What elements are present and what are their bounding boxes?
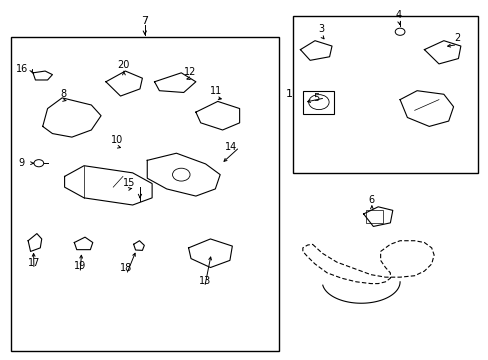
Text: 17: 17	[28, 258, 40, 268]
Text: 6: 6	[368, 195, 374, 205]
Text: 7: 7	[141, 16, 148, 26]
Text: 16: 16	[16, 64, 28, 73]
Text: 20: 20	[118, 60, 130, 69]
Text: 3: 3	[318, 24, 324, 34]
Text: 8: 8	[60, 89, 66, 99]
Text: 14: 14	[224, 142, 237, 152]
Text: 13: 13	[198, 276, 210, 286]
Bar	[11, 37, 278, 351]
Text: 9: 9	[19, 158, 25, 168]
Bar	[366, 210, 382, 223]
Text: 10: 10	[110, 135, 122, 145]
Bar	[302, 91, 334, 114]
Text: 11: 11	[210, 86, 222, 96]
Bar	[292, 16, 477, 173]
Text: 18: 18	[120, 263, 132, 273]
Text: 1: 1	[285, 89, 292, 99]
Text: 2: 2	[453, 33, 460, 43]
Text: 12: 12	[183, 67, 196, 77]
Text: 19: 19	[74, 261, 86, 271]
Text: 15: 15	[122, 177, 135, 188]
Text: 5: 5	[313, 93, 319, 103]
Text: 4: 4	[395, 10, 401, 20]
